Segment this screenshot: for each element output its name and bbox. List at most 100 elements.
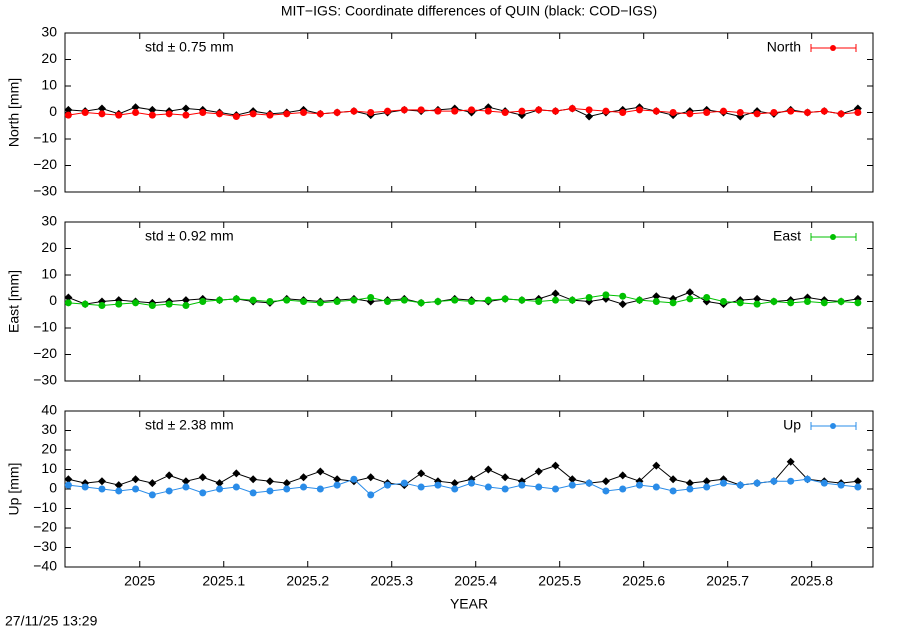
y-tick-label: −10 <box>33 130 57 146</box>
data-point <box>199 109 207 116</box>
data-point <box>568 105 576 113</box>
legend-label: Up <box>783 417 801 433</box>
data-point <box>165 110 173 118</box>
y-tick-label: −30 <box>33 372 57 388</box>
data-point <box>300 298 308 305</box>
data-point <box>316 467 325 476</box>
data-point <box>501 109 509 116</box>
figure-title: MIT−IGS: Coordinate differences of QUIN … <box>281 3 657 19</box>
data-point <box>400 479 408 487</box>
data-point <box>367 294 375 302</box>
data-point <box>501 295 509 303</box>
y-tick-label: 0 <box>49 480 57 496</box>
data-point <box>417 299 425 307</box>
timestamp: 27/11/25 13:29 <box>5 613 98 629</box>
data-point <box>568 475 577 484</box>
data-point <box>652 483 660 491</box>
legend-marker <box>830 45 836 51</box>
y-tick-label: 20 <box>41 441 57 457</box>
data-point <box>602 291 610 299</box>
data-point <box>400 296 408 304</box>
data-point <box>719 107 727 115</box>
data-point <box>300 109 308 116</box>
data-point <box>585 112 594 121</box>
data-point <box>98 485 106 493</box>
data-point <box>652 461 661 470</box>
data-point <box>770 109 778 116</box>
data-point <box>552 485 560 493</box>
data-point <box>115 111 123 119</box>
data-point <box>854 299 862 307</box>
y-tick-label: 20 <box>41 50 57 66</box>
data-point <box>501 473 510 482</box>
data-point <box>132 485 140 493</box>
data-point <box>350 107 358 115</box>
data-point <box>552 107 560 115</box>
data-point <box>384 107 392 115</box>
y-tick-label: 0 <box>49 103 57 119</box>
data-point <box>266 487 274 495</box>
data-point <box>249 489 257 497</box>
data-point <box>636 481 644 489</box>
data-point <box>837 298 845 305</box>
data-point <box>165 471 174 480</box>
data-point <box>333 298 341 305</box>
y-tick-label: −20 <box>33 156 57 172</box>
data-point <box>64 293 73 302</box>
data-point <box>64 299 72 307</box>
x-tick-label: 2025.8 <box>790 573 833 589</box>
data-point <box>853 477 862 486</box>
data-point <box>618 471 627 480</box>
x-tick-label: 2025.5 <box>538 573 581 589</box>
data-point <box>283 296 291 304</box>
y-tick-label: 30 <box>41 421 57 437</box>
data-point <box>434 107 442 115</box>
y-tick-label: 10 <box>41 77 57 93</box>
data-point <box>283 485 291 493</box>
data-point <box>854 483 862 491</box>
data-point <box>837 481 845 489</box>
data-point <box>97 477 106 486</box>
data-point <box>702 477 711 486</box>
data-point <box>753 479 761 487</box>
y-tick-label: 40 <box>41 402 57 418</box>
data-point <box>451 107 459 115</box>
data-point <box>367 109 375 116</box>
data-point <box>820 479 828 487</box>
data-point <box>266 298 274 305</box>
data-point <box>316 299 324 307</box>
data-point <box>585 479 593 487</box>
data-point <box>232 295 240 303</box>
data-point <box>636 106 644 114</box>
data-point <box>148 111 156 119</box>
data-point <box>803 109 811 116</box>
y-tick-label: 10 <box>41 266 57 282</box>
data-point <box>400 106 408 114</box>
data-point <box>165 300 173 308</box>
data-point <box>131 103 140 112</box>
data-point <box>97 104 106 113</box>
data-point <box>333 109 341 116</box>
legend-label: East <box>773 228 801 244</box>
data-point <box>132 299 140 307</box>
data-point <box>585 106 593 114</box>
data-point <box>770 477 778 485</box>
y-tick-label: −30 <box>33 183 57 199</box>
data-point <box>148 105 157 114</box>
data-point <box>803 475 811 483</box>
data-point <box>249 296 257 304</box>
y-tick-label: −10 <box>33 319 57 335</box>
data-point <box>232 469 241 478</box>
data-point <box>199 489 207 497</box>
data-point <box>601 477 610 486</box>
data-point <box>685 288 694 297</box>
y-axis-label: East [mm] <box>6 270 22 333</box>
data-point <box>64 111 72 119</box>
data-point <box>98 301 106 309</box>
data-point <box>669 487 677 495</box>
data-point <box>81 483 89 491</box>
data-point <box>753 110 761 118</box>
data-point <box>820 299 828 307</box>
legend-marker <box>830 234 836 240</box>
